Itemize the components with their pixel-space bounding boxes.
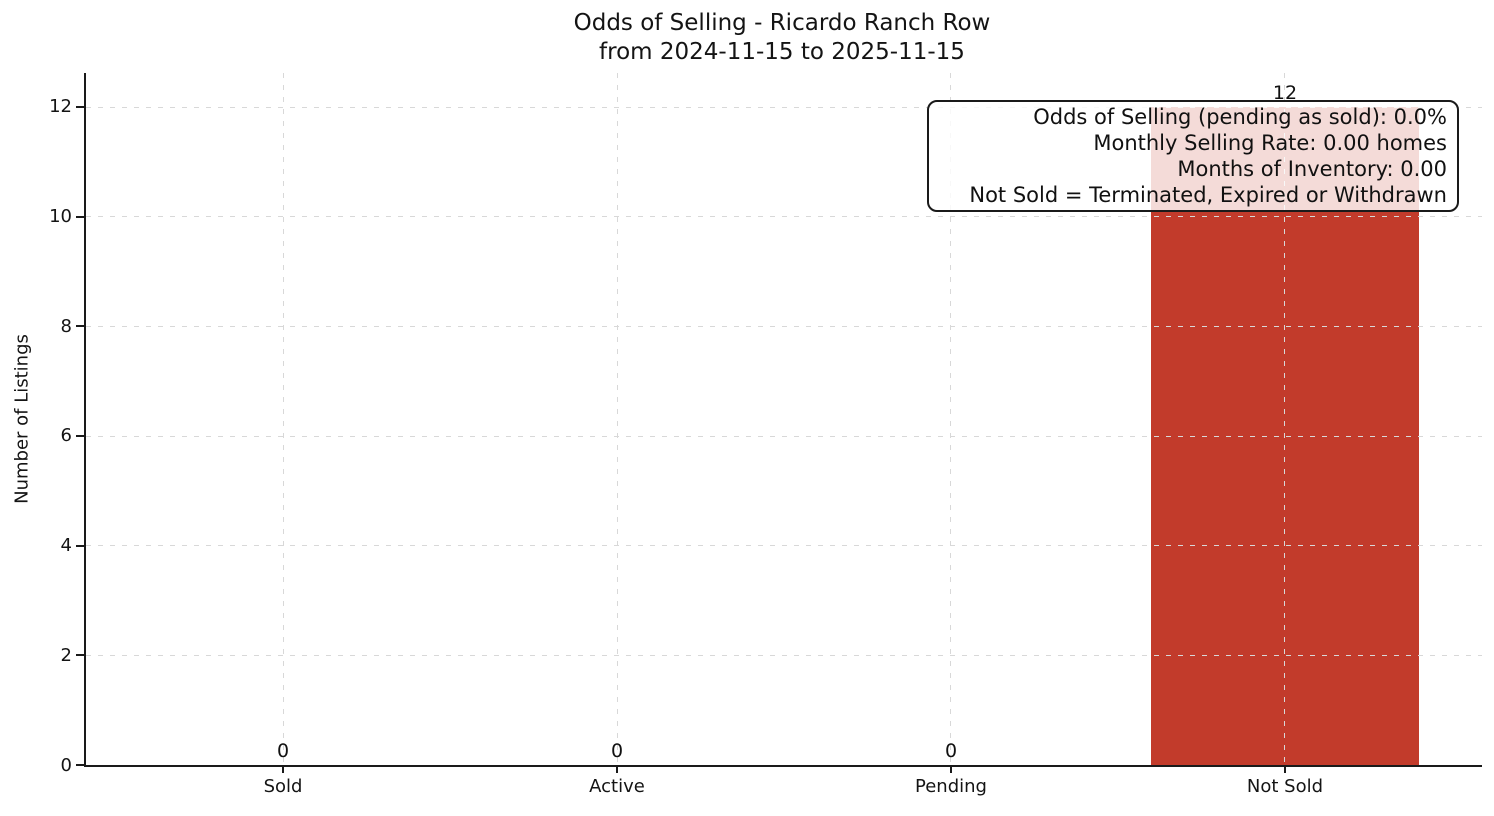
annotation-line-months-inventory: Months of Inventory: 0.00 (1177, 157, 1447, 181)
x-tick-label: Sold (263, 776, 303, 797)
v-gridline (616, 73, 618, 765)
v-gridline (282, 73, 284, 765)
x-tick-label: Active (589, 776, 645, 797)
y-tick-label: 6 (60, 425, 72, 447)
h-gridline (86, 545, 1482, 547)
y-tick-label: 0 (60, 754, 72, 776)
x-tick-mark (616, 765, 618, 773)
chart-title-line1: Odds of Selling - Ricardo Ranch Row (573, 10, 991, 36)
h-gridline (86, 435, 1482, 437)
annotation-line-monthly-rate: Monthly Selling Rate: 0.00 homes (1093, 131, 1447, 155)
y-tick-mark (76, 434, 84, 437)
y-tick-mark (76, 215, 84, 218)
y-axis-label: Number of Listings (11, 334, 33, 504)
bar-value-label: 12 (1272, 82, 1298, 104)
h-gridline (86, 216, 1482, 218)
h-gridline (86, 106, 1482, 108)
h-gridline (86, 325, 1482, 327)
y-tick-mark (76, 544, 84, 547)
x-tick-mark (1283, 765, 1286, 773)
v-gridline (1284, 73, 1286, 765)
h-gridline (86, 654, 1482, 656)
v-gridline (950, 73, 952, 765)
annotation-line-not-sold-note: Not Sold = Terminated, Expired or Withdr… (969, 183, 1447, 207)
bar-value-label: 0 (610, 740, 624, 762)
y-tick-mark (76, 325, 84, 328)
y-tick-label: 2 (60, 644, 72, 666)
y-tick-label: 8 (60, 315, 72, 337)
x-tick-mark (282, 765, 285, 773)
x-tick-label: Not Sold (1246, 776, 1324, 797)
annotation-line-odds: Odds of Selling (pending as sold): 0.0% (1033, 105, 1447, 129)
y-tick-label: 10 (49, 206, 72, 228)
chart-title: Odds of Selling - Ricardo Ranch Row from… (84, 9, 1480, 67)
chart-title-line2: from 2024-11-15 to 2025-11-15 (599, 39, 965, 65)
y-tick-label: 12 (49, 96, 72, 118)
bar-value-label: 0 (276, 740, 290, 762)
y-tick-label: 4 (60, 535, 72, 557)
x-tick-mark (949, 765, 952, 773)
x-tick-label: Pending (915, 776, 987, 797)
y-tick-mark (76, 105, 84, 108)
y-tick-mark (76, 764, 84, 766)
annotation-box: Odds of Selling (pending as sold): 0.0% … (927, 100, 1459, 212)
plot-area: 12 10 8 6 4 2 0 Not Sold Pending Active Sold 12 0 0 0 … (49, 73, 1482, 797)
y-tick-mark (76, 654, 84, 657)
bar-value-label: 0 (944, 740, 958, 762)
